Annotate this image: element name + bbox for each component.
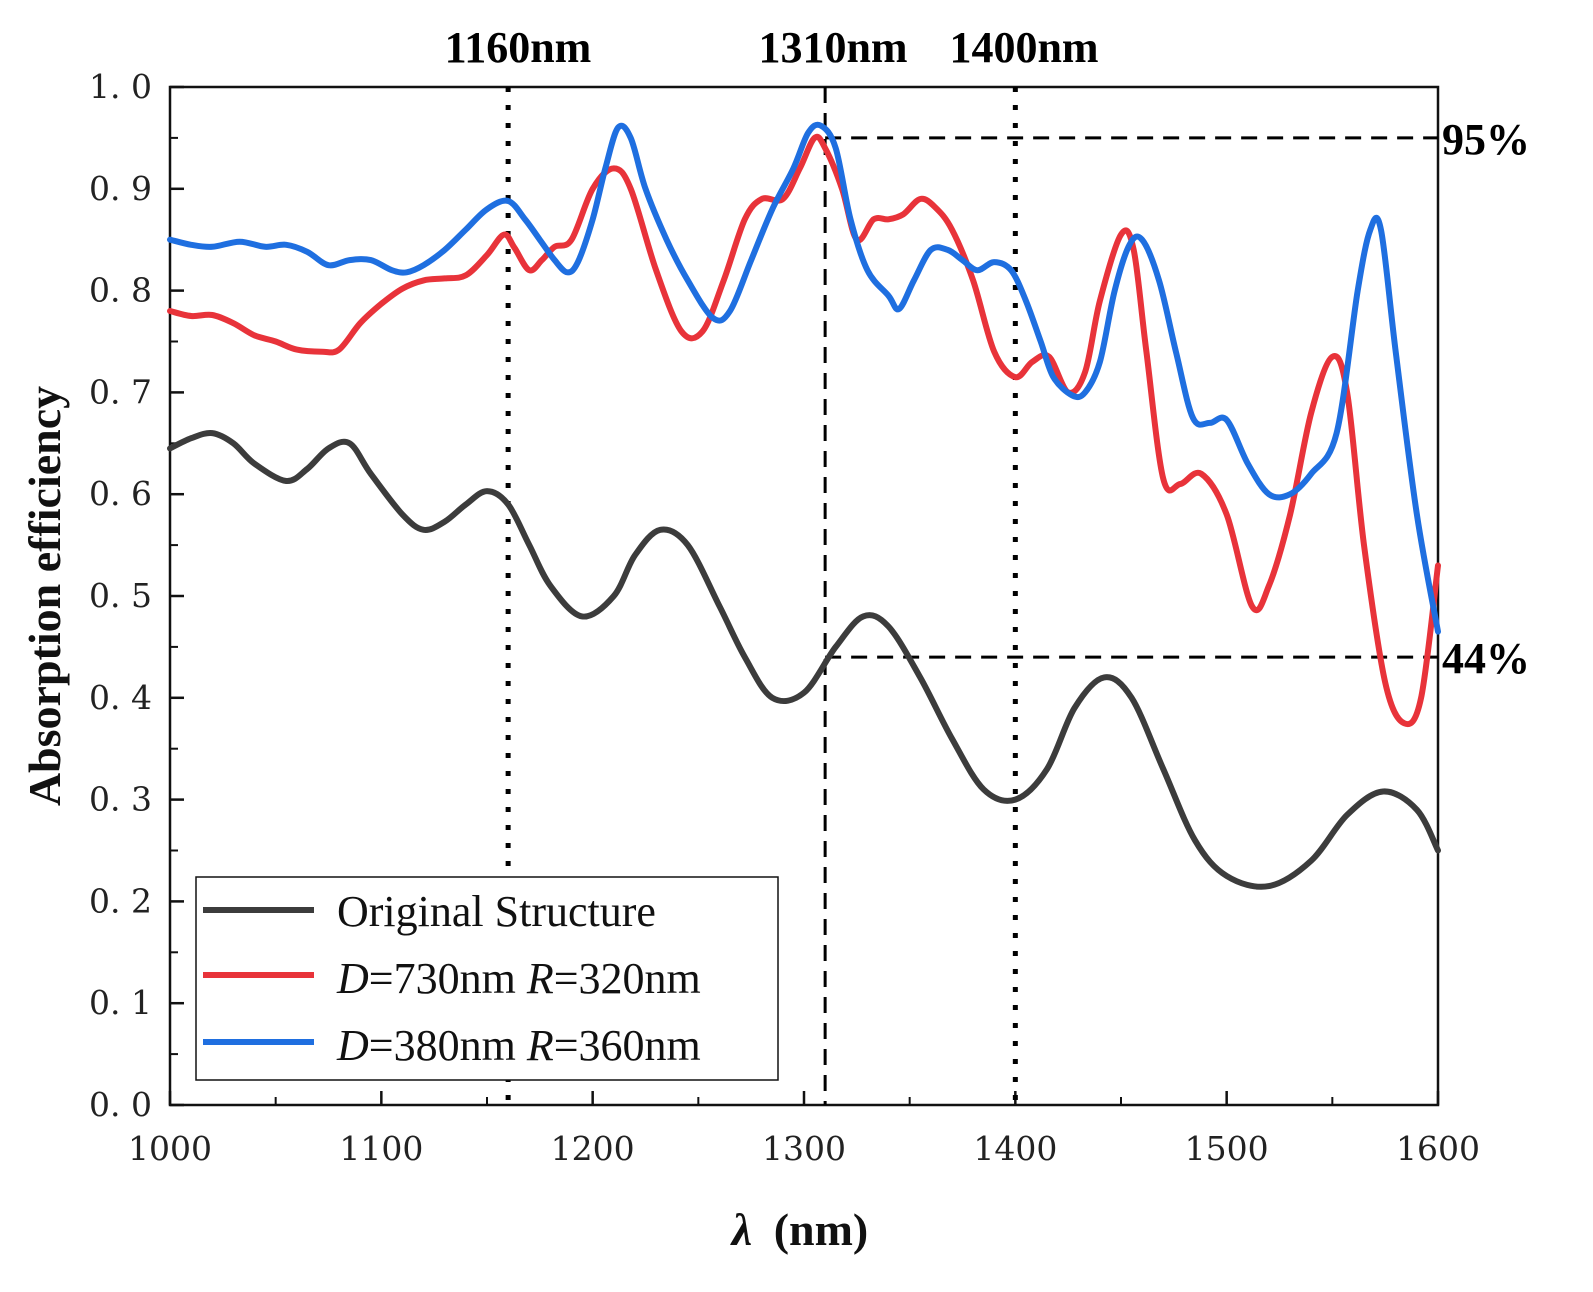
marker-label-1400: 1400nm [949,23,1098,72]
x-axis-symbol: λ [730,1204,752,1255]
y-axis-ticks: 0. 0 0. 1 0. 2 0. 3 0. 4 0. 5 0. 6 0. 7 0. 8 0. 9… [89,67,184,1124]
y-tick-label: 0. 7 [89,372,152,411]
legend-d730-r-val: =320nm [554,954,701,1003]
marker-label-1310: 1310nm [758,23,907,72]
y-tick-label: 0. 0 [89,1085,152,1124]
x-axis-unit: (nm) [774,1204,869,1255]
series-line-0 [167,429,1441,890]
x-axis-title: λ (nm) [730,1204,868,1255]
y-tick-label: 1. 0 [89,67,152,106]
x-tick-label: 1600 [1396,1129,1480,1168]
legend-label-d730: D=730nm R=320nm [336,954,701,1003]
series-line-2 [167,121,1441,635]
legend-d380-d-val: =380nm [369,1021,527,1070]
y-tick-label: 0. 4 [89,678,152,717]
annotations: 1160nm 1310nm 1400nm 95% 44% [445,23,1530,683]
x-tick-label: 1100 [339,1129,423,1168]
y-tick-label: 0. 6 [89,474,152,513]
y-axis-title: Absorption efficiency [19,386,70,806]
legend-label-d380: D=380nm R=360nm [336,1021,701,1070]
marker-label-1160: 1160nm [445,23,592,72]
series-line-1 [167,133,1441,728]
x-axis-ticks: 1000 1100 1200 1300 1400 1500 1600 [128,1091,1480,1168]
legend-d730-r: R [526,954,554,1003]
x-tick-label: 1300 [762,1129,846,1168]
y-tick-label: 0. 3 [89,780,152,819]
legend-d730-d: D [336,954,369,1003]
x-tick-label: 1000 [128,1129,212,1168]
y-tick-label: 0. 1 [89,983,152,1022]
x-tick-label: 1400 [973,1129,1057,1168]
y-tick-label: 0. 2 [89,881,152,920]
legend-d380-d: D [336,1021,369,1070]
y-tick-label: 0. 8 [89,271,152,310]
marker-label-44%: 44% [1442,634,1530,683]
legend: Original Structure D=730nm R=320nm D=380… [195,876,779,1081]
legend-label-original: Original Structure [337,887,656,936]
legend-d380-r-val: =360nm [554,1021,701,1070]
marker-label-95%: 95% [1442,115,1530,164]
legend-d730-d-val: =730nm [369,954,527,1003]
x-tick-label: 1200 [551,1129,635,1168]
y-tick-label: 0. 9 [89,169,152,208]
series-lines [167,121,1441,890]
x-tick-label: 1500 [1185,1129,1269,1168]
y-tick-label: 0. 5 [89,576,152,615]
legend-d380-r: R [526,1021,554,1070]
